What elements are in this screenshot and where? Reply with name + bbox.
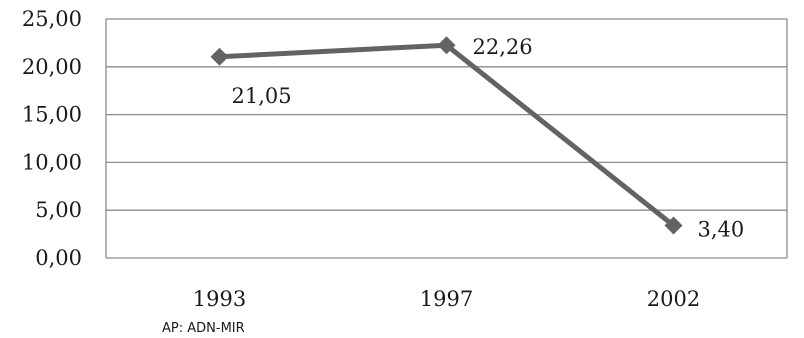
y-tick-label: 25,00 [22,7,82,31]
source-note: AP: ADN-MIR [162,321,245,336]
series-markers [210,36,683,235]
y-tick-label: 15,00 [22,103,82,127]
series-line [219,42,676,228]
y-tick-label: 0,00 [35,246,82,270]
y-tick-label: 10,00 [22,150,82,174]
data-label: 3,40 [698,217,745,241]
gridlines [105,18,788,259]
data-label: 22,26 [473,35,533,59]
data-point-marker [664,216,683,235]
x-tick-label: 2002 [647,287,700,311]
x-tick-label: 1993 [193,287,246,311]
y-tick-label: 20,00 [22,55,82,79]
y-tick-label: 5,00 [35,198,82,222]
series-line [219,42,676,228]
y-axis-tick-labels: 0,00 5,00 10,00 15,00 20,00 25,00 [22,7,82,270]
x-axis-tick-labels: 1993 1997 2002 [193,287,700,311]
x-tick-label: 1997 [420,287,473,311]
data-labels: 21,05 22,26 3,40 [232,35,745,241]
data-label: 21,05 [232,84,292,108]
data-point-marker [210,47,229,66]
data-point-marker [437,36,456,55]
